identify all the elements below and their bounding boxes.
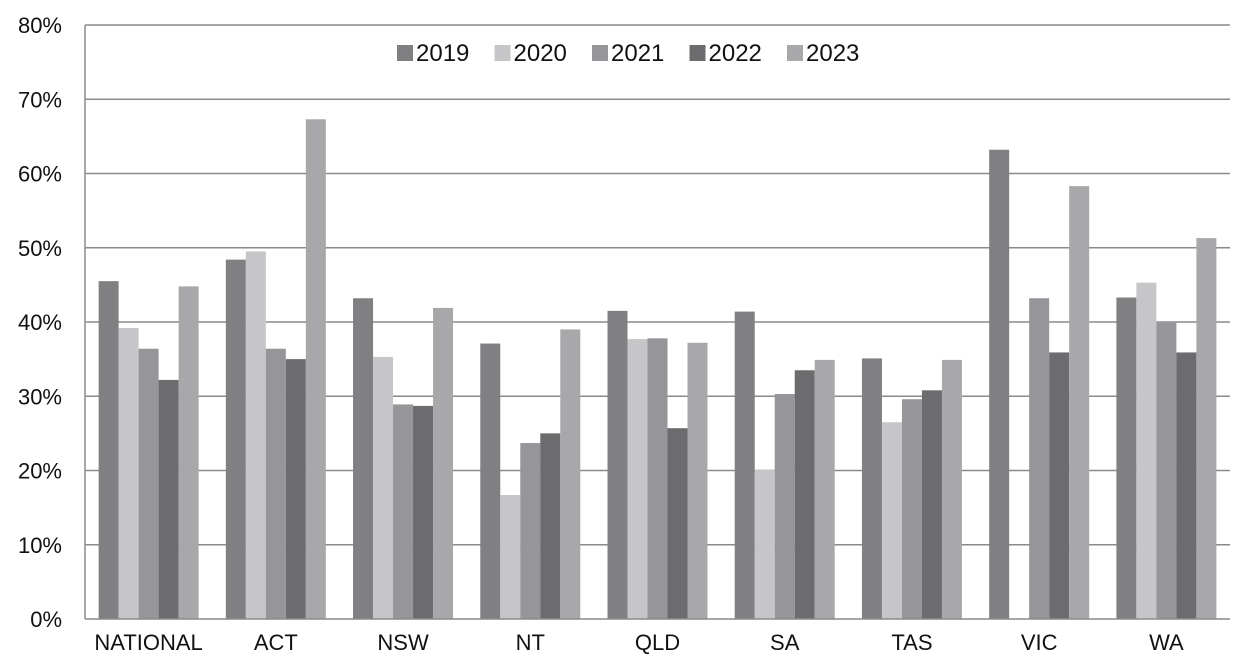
bar-2022-nsw bbox=[413, 405, 434, 619]
bars bbox=[98, 119, 1217, 620]
y-tick-label: 40% bbox=[18, 310, 62, 335]
bar-2019-tas bbox=[861, 358, 882, 619]
bar-2023-act bbox=[305, 119, 326, 620]
bar-2021-sa bbox=[774, 394, 795, 619]
x-tick-label: VIC bbox=[1021, 630, 1058, 655]
bar-2022-qld bbox=[667, 428, 688, 619]
bar-2020-tas bbox=[881, 422, 902, 619]
bar-2019-national bbox=[98, 281, 119, 619]
x-tick-label: TAS bbox=[891, 630, 932, 655]
bar-2021-vic bbox=[1029, 298, 1050, 619]
bar-2023-qld bbox=[687, 342, 708, 619]
x-tick-label: QLD bbox=[635, 630, 680, 655]
bar-2022-nt bbox=[540, 433, 561, 619]
bar-2023-nsw bbox=[433, 307, 454, 619]
legend-label: 2022 bbox=[709, 40, 762, 67]
legend: 2019 2020 2021 2022 2023 bbox=[397, 40, 859, 67]
bar-2020-qld bbox=[627, 339, 648, 619]
bar-2023-vic bbox=[1069, 186, 1090, 619]
x-axis-tick-labels: NATIONAL ACT NSW NT QLD SA TAS VIC WA bbox=[94, 630, 1184, 655]
bar-2022-act bbox=[285, 359, 306, 619]
bar-2019-vic bbox=[989, 149, 1010, 620]
x-tick-label: SA bbox=[770, 630, 800, 655]
bar-2021-act bbox=[265, 348, 286, 619]
legend-swatch bbox=[494, 45, 511, 61]
bar-2020-nsw bbox=[373, 356, 394, 619]
bar-2019-sa bbox=[734, 311, 755, 619]
bar-2021-qld bbox=[647, 338, 668, 619]
legend-label: 2020 bbox=[514, 40, 567, 67]
y-axis-tick-labels: 0% 10% 20% 30% 40% 50% 60% 70% 80% bbox=[18, 13, 62, 632]
bar-2019-nsw bbox=[353, 298, 374, 619]
legend-label: 2019 bbox=[416, 40, 469, 67]
x-tick-label: NSW bbox=[377, 630, 429, 655]
bar-2022-tas bbox=[921, 390, 942, 619]
bar-2022-wa bbox=[1176, 352, 1197, 619]
bar-2022-national bbox=[158, 379, 179, 619]
y-tick-label: 10% bbox=[18, 533, 62, 558]
y-tick-label: 30% bbox=[18, 384, 62, 409]
x-tick-label: WA bbox=[1149, 630, 1184, 655]
bar-2020-sa bbox=[754, 469, 775, 619]
bar-2023-wa bbox=[1196, 238, 1217, 619]
bar-2019-nt bbox=[480, 343, 501, 619]
bar-2023-sa bbox=[814, 359, 835, 619]
legend-label: 2021 bbox=[611, 40, 664, 67]
y-tick-label: 20% bbox=[18, 459, 62, 484]
bar-2021-wa bbox=[1156, 322, 1177, 619]
bar-2019-wa bbox=[1116, 297, 1137, 619]
bar-2021-tas bbox=[901, 399, 922, 619]
x-tick-label: NATIONAL bbox=[94, 630, 202, 655]
bar-2021-nsw bbox=[393, 404, 414, 619]
bar-2023-nt bbox=[560, 329, 581, 619]
bar-2023-national bbox=[178, 286, 199, 619]
x-tick-label: NT bbox=[516, 630, 545, 655]
bar-2019-qld bbox=[607, 310, 628, 619]
bar-2020-nt bbox=[500, 495, 521, 619]
legend-swatch bbox=[592, 45, 608, 61]
bar-2021-national bbox=[138, 348, 159, 619]
y-tick-label: 70% bbox=[18, 87, 62, 112]
legend-swatch bbox=[787, 45, 803, 61]
bar-2019-act bbox=[225, 259, 246, 619]
axes bbox=[84, 25, 1230, 620]
bar-2020-act bbox=[245, 251, 266, 619]
bar-2022-vic bbox=[1049, 352, 1070, 619]
legend-label: 2023 bbox=[806, 40, 859, 67]
legend-swatch bbox=[397, 45, 413, 61]
y-tick-label: 50% bbox=[18, 236, 62, 261]
bar-2020-wa bbox=[1136, 282, 1157, 619]
y-tick-label: 0% bbox=[30, 607, 62, 632]
y-tick-label: 60% bbox=[18, 162, 62, 187]
x-tick-label: ACT bbox=[254, 630, 298, 655]
y-tick-label: 80% bbox=[18, 13, 62, 38]
bar-2021-nt bbox=[520, 443, 541, 619]
legend-swatch bbox=[689, 45, 706, 61]
bar-2023-tas bbox=[941, 359, 962, 619]
bar-2022-sa bbox=[794, 370, 815, 619]
bar-2020-national bbox=[118, 327, 139, 619]
